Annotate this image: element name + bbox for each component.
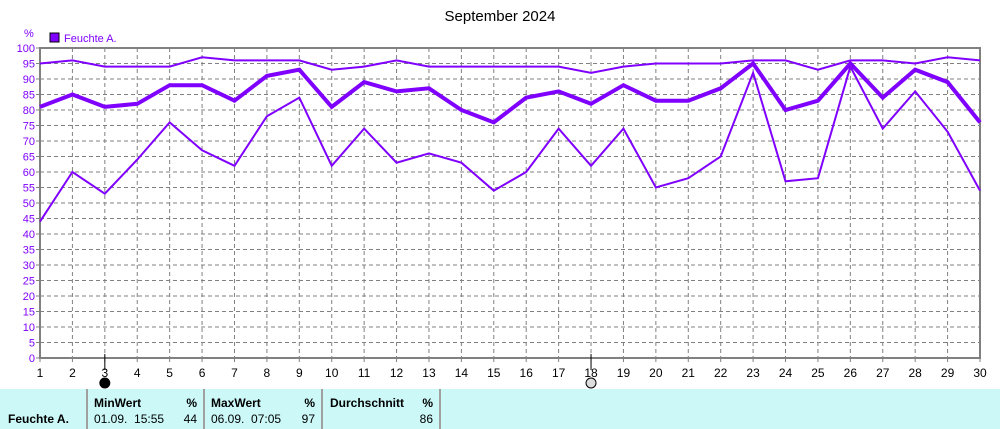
y-tick-label: 20 <box>23 291 35 303</box>
x-tick-label: 9 <box>296 366 303 380</box>
max-time: 06.09. 07:05 <box>211 412 282 426</box>
x-tick-label: 13 <box>422 366 436 380</box>
chart-title: September 2024 <box>445 8 556 25</box>
y-tick-label: 75 <box>23 121 35 133</box>
y-tick-label: 10 <box>23 322 35 334</box>
x-tick-label: 17 <box>552 366 566 380</box>
x-tick-label: 8 <box>264 366 271 380</box>
min-unit: % <box>186 396 197 410</box>
x-tick-label: 18 <box>584 366 598 380</box>
series-line-1 <box>39 60 982 125</box>
day-marker-hollow <box>585 377 597 389</box>
x-tick-label: 24 <box>779 366 793 380</box>
x-tick-label: 6 <box>199 366 206 380</box>
x-tick-label: 10 <box>325 366 339 380</box>
y-tick-label: 25 <box>23 276 35 288</box>
x-tick-label: 30 <box>973 366 987 380</box>
x-tick-label: 19 <box>617 366 631 380</box>
x-tick-label: 29 <box>941 366 955 380</box>
avg-unit: % <box>422 396 433 410</box>
x-tick-label: 3 <box>101 366 108 380</box>
min-label: MinWert <box>94 396 142 410</box>
y-tick-label: 80 <box>23 105 35 117</box>
y-tick-label: 50 <box>23 198 35 210</box>
y-tick-label: 15 <box>23 307 35 319</box>
x-tick-label: 5 <box>166 366 173 380</box>
y-tick-label: 70 <box>23 136 35 148</box>
day-marker-filled <box>99 377 111 389</box>
stats-row-label: Feuchte A. <box>8 412 69 426</box>
y-tick-label: 45 <box>23 214 35 226</box>
max-unit: % <box>304 396 315 410</box>
y-tick-label: 5 <box>29 338 35 350</box>
stats-table: Feuchte A. MinWert % 01.09. 15:55 44 Max… <box>0 389 1000 429</box>
y-tick-label: 40 <box>23 229 35 241</box>
avg-value: 86 <box>419 412 433 426</box>
y-tick-label: 95 <box>23 59 35 71</box>
x-tick-label: 4 <box>134 366 141 380</box>
y-tick-label: 65 <box>23 152 35 164</box>
x-tick-label: 2 <box>69 366 76 380</box>
min-value: 44 <box>183 412 197 426</box>
max-label: MaxWert <box>211 396 261 410</box>
x-tick-label: 15 <box>487 366 501 380</box>
x-tick-label: 26 <box>844 366 858 380</box>
series-line-2 <box>39 63 981 223</box>
y-axis-unit: % <box>24 28 34 40</box>
legend-swatch <box>49 32 60 43</box>
x-tick-label: 22 <box>714 366 728 380</box>
x-tick-label: 1 <box>37 366 44 380</box>
plot-frame <box>39 47 981 359</box>
humidity-chart: September 2024% Feuchte A.051015202530354… <box>17 8 987 389</box>
y-tick-label: 60 <box>23 167 35 179</box>
series-line-0 <box>39 56 981 74</box>
x-tick-label: 7 <box>231 366 238 380</box>
x-tick-label: 27 <box>876 366 890 380</box>
x-tick-label: 12 <box>390 366 404 380</box>
legend-label: Feuchte A. <box>64 33 117 45</box>
x-tick-label: 25 <box>811 366 825 380</box>
x-tick-label: 16 <box>520 366 534 380</box>
avg-label: Durchschnitt <box>330 396 405 410</box>
y-tick-label: 85 <box>23 90 35 102</box>
y-tick-label: 100 <box>17 43 35 55</box>
x-tick-label: 21 <box>682 366 696 380</box>
min-time: 01.09. 15:55 <box>94 412 165 426</box>
y-tick-label: 90 <box>23 74 35 86</box>
max-value: 97 <box>301 412 315 426</box>
x-tick-label: 20 <box>649 366 663 380</box>
x-tick-label: 11 <box>358 366 371 380</box>
x-tick-label: 23 <box>746 366 760 380</box>
y-tick-label: 30 <box>23 260 35 272</box>
y-tick-label: 55 <box>23 183 35 195</box>
x-tick-label: 28 <box>908 366 922 380</box>
x-tick-label: 14 <box>455 366 469 380</box>
y-tick-label: 0 <box>29 353 35 365</box>
y-tick-label: 35 <box>23 245 35 257</box>
